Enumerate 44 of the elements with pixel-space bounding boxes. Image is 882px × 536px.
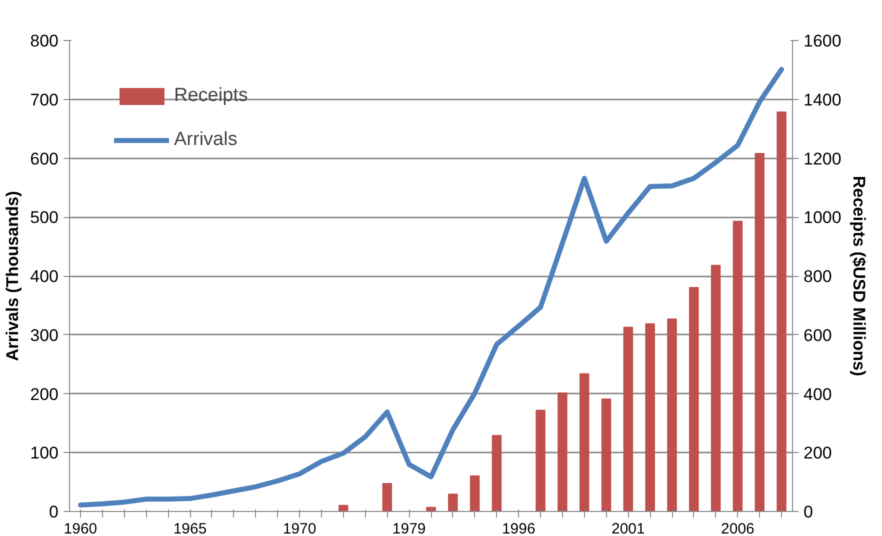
y2-tick-label: 1400	[804, 90, 842, 110]
x-tick-label: 1970	[282, 520, 316, 536]
y2-tick-label: 800	[804, 267, 832, 286]
bar	[623, 326, 634, 512]
y2-tick-label: 1200	[804, 149, 842, 168]
y-tick-label: 100	[30, 444, 59, 463]
y-tick-label: 500	[30, 208, 59, 228]
bar	[558, 392, 568, 512]
x-tick-label: 2006	[721, 520, 754, 536]
legend-label: Arrivals	[174, 129, 238, 151]
x-tick-label: 1996	[502, 520, 536, 536]
bar	[710, 264, 721, 512]
y2-axis-title: Receipts ($USD Millions)	[849, 176, 868, 376]
bar	[645, 323, 655, 512]
y2-tick-label: 400	[804, 384, 832, 404]
y-tick-label: 800	[30, 32, 59, 50]
y-tick-label: 600	[30, 149, 59, 168]
y-tick-label: 0	[49, 502, 59, 522]
bar	[732, 220, 743, 512]
y2-tick-label: 1600	[804, 32, 842, 50]
bar	[776, 112, 786, 512]
bar	[667, 318, 677, 512]
bar	[579, 373, 590, 512]
y-axis-title: Arrivals (Thousands)	[3, 190, 22, 362]
x-tick-label: 1965	[173, 520, 207, 536]
y2-tick-label: 200	[804, 444, 832, 463]
bar	[536, 410, 546, 512]
y2-tick-label: 600	[804, 326, 832, 345]
y-tick-label: 400	[30, 267, 59, 286]
bar	[689, 286, 699, 512]
x-tick-label: 1979	[392, 520, 426, 536]
y2-tick-label: 1000	[804, 208, 842, 228]
bar	[601, 398, 612, 512]
bar	[448, 494, 458, 512]
bar	[492, 435, 502, 512]
y2-tick-label: 0	[804, 502, 813, 522]
y-tick-label: 200	[30, 384, 59, 404]
y-tick-label: 700	[30, 90, 59, 110]
y-tick-label: 300	[30, 326, 59, 345]
x-tick-label: 1960	[64, 520, 98, 536]
bar	[382, 483, 392, 512]
x-tick-label: 2001	[611, 520, 645, 536]
bar	[754, 153, 765, 512]
bar	[470, 475, 480, 512]
